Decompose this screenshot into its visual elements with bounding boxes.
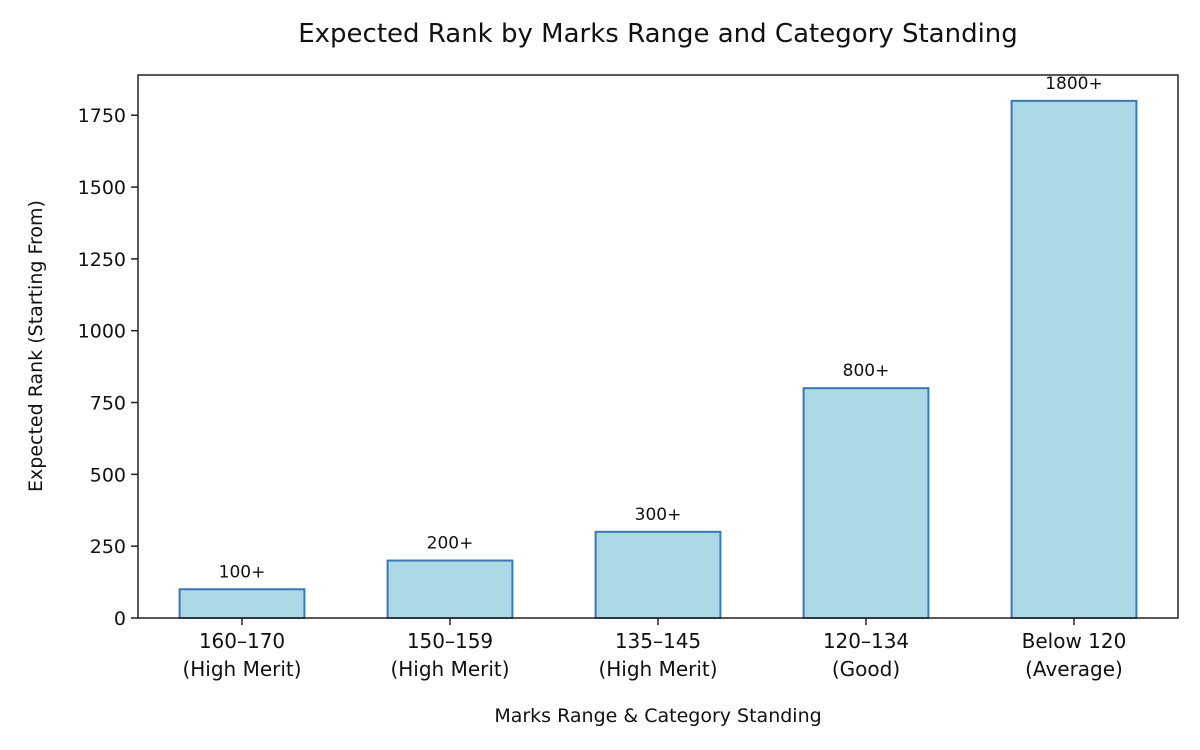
bar-value-label: 300+ bbox=[635, 505, 682, 525]
y-tick-label: 1000 bbox=[78, 321, 126, 343]
y-tick-label: 250 bbox=[90, 536, 126, 558]
y-axis-label: Expected Rank (Starting From) bbox=[25, 200, 47, 492]
plot-area: 0 250 500 750 1000 1250 1500 1750 160–170 (High M… bbox=[78, 74, 1138, 681]
bar-value-label: 1800+ bbox=[1045, 74, 1103, 94]
x-tick-label: Below 120 bbox=[1022, 629, 1127, 653]
plot-frame bbox=[137, 74, 1179, 619]
bar-value-label: 100+ bbox=[219, 562, 266, 582]
x-tick-label: (High Merit) bbox=[390, 657, 509, 681]
bar-value-label: 200+ bbox=[427, 534, 474, 554]
y-tick-label: 1500 bbox=[78, 177, 126, 199]
bar bbox=[1010, 99, 1138, 620]
x-tick-label: 150–159 bbox=[407, 629, 493, 653]
y-tick-label: 1250 bbox=[78, 249, 126, 271]
bar bbox=[594, 530, 722, 619]
bar bbox=[802, 387, 930, 619]
x-tick-label: 120–134 bbox=[823, 629, 909, 653]
chart-title: Expected Rank by Marks Range and Categor… bbox=[298, 19, 1018, 49]
y-tick-label: 0 bbox=[114, 608, 126, 630]
x-tick-label: 135–145 bbox=[615, 629, 701, 653]
bar bbox=[386, 559, 514, 619]
x-tick-label: (Good) bbox=[832, 657, 900, 681]
y-tick-label: 750 bbox=[90, 393, 126, 415]
y-tick-label: 1750 bbox=[78, 105, 126, 127]
x-axis-label: Marks Range & Category Standing bbox=[494, 705, 821, 727]
bar bbox=[178, 588, 306, 619]
y-tick-label: 500 bbox=[90, 464, 126, 486]
x-tick-label: (High Merit) bbox=[598, 657, 717, 681]
x-tick-label: (High Merit) bbox=[182, 657, 301, 681]
bar-value-label: 800+ bbox=[843, 361, 890, 381]
x-tick-label: (Average) bbox=[1025, 657, 1123, 681]
x-tick-label: 160–170 bbox=[199, 629, 285, 653]
